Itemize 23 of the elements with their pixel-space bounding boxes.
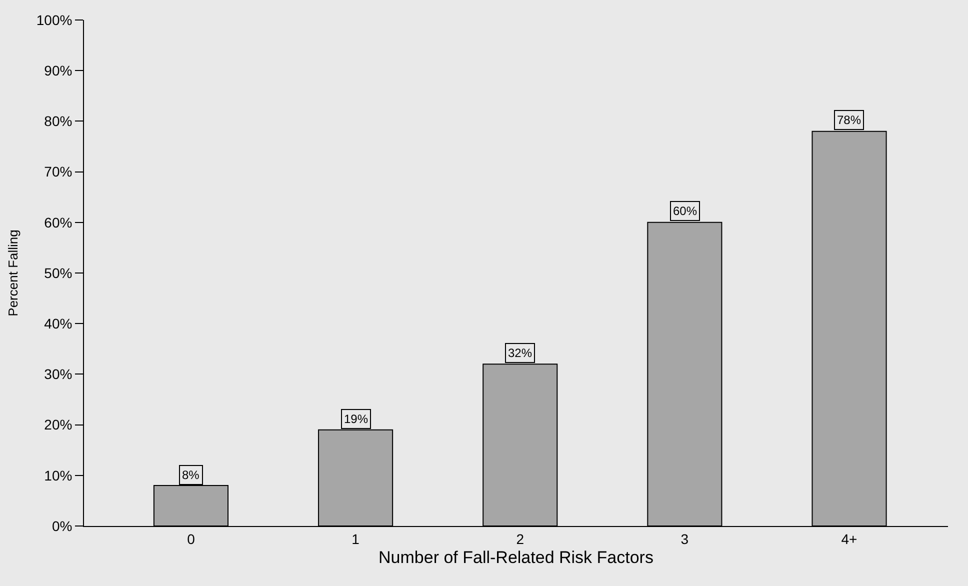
y-tick-label: 30% [44, 366, 72, 382]
y-tick-label: 90% [44, 62, 72, 78]
x-tick-label: 4+ [841, 530, 858, 547]
x-tick-label: 2 [516, 530, 524, 547]
y-tick-label: 0% [52, 518, 72, 534]
data-label: 19% [344, 412, 368, 426]
y-tick-label: 40% [44, 316, 72, 332]
x-tick-label: 1 [352, 530, 360, 547]
y-tick-label: 10% [44, 467, 72, 484]
x-axis-title: Number of Fall-Related Risk Factors [378, 548, 654, 568]
y-tick-label: 100% [36, 12, 72, 28]
y-axis-title: Percent Falling [5, 230, 20, 316]
y-tick-label: 80% [44, 113, 72, 130]
data-label: 8% [182, 468, 200, 482]
data-label: 32% [508, 346, 532, 360]
y-tick-label: 50% [44, 264, 72, 281]
y-tick-label: 70% [44, 164, 72, 180]
data-label: 78% [837, 113, 862, 127]
data-label: 60% [673, 204, 698, 218]
x-tick-label: 3 [680, 530, 689, 547]
y-tick-label: 20% [44, 416, 72, 433]
y-tick-label: 60% [44, 214, 72, 230]
x-tick-label: 0 [187, 530, 196, 547]
